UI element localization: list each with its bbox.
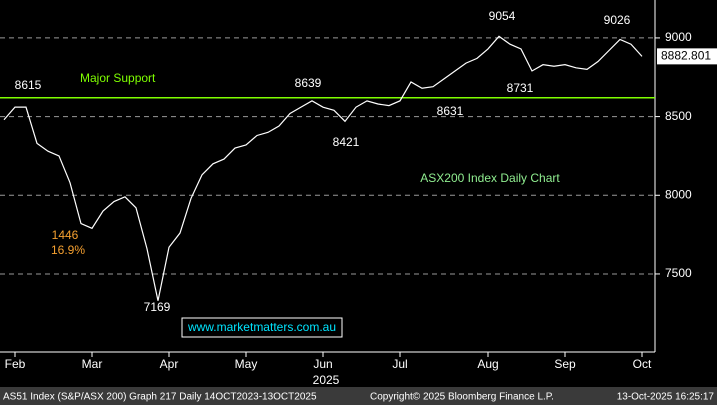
website-box [181, 317, 343, 338]
annotation: 1446 [52, 228, 79, 242]
support-label: Major Support [80, 71, 156, 85]
price-line [3, 35, 643, 301]
x-axis-label: 2025 [313, 373, 340, 387]
chart-title: ASX200 Index Daily Chart [420, 171, 560, 185]
website: www.marketmatters.com.au [187, 320, 336, 334]
footer-left: AS51 Index (S&P/ASX 200) Graph 217 Daily… [3, 392, 317, 403]
footer-band [0, 387, 717, 405]
y-tick-label: 7500 [665, 266, 692, 280]
annotation: 7169 [144, 300, 171, 314]
x-tick-label: Jul [392, 357, 407, 371]
annotation: 8615 [15, 78, 42, 92]
annotation: 9054 [489, 9, 516, 23]
x-tick-label: Aug [477, 357, 498, 371]
x-tick-label: Jun [313, 357, 332, 371]
x-tick-label: Sep [554, 357, 576, 371]
last-price-box [657, 48, 717, 65]
x-tick-label: Mar [82, 357, 103, 371]
y-tick-label: 9000 [665, 30, 692, 44]
x-tick-label: Oct [633, 357, 652, 371]
x-tick-label: Apr [160, 357, 179, 371]
annotation: 8421 [333, 135, 360, 149]
x-tick-label: May [235, 357, 258, 371]
annotation: 8731 [507, 81, 534, 95]
annotation: 16.9% [51, 243, 85, 257]
y-tick-label: 8000 [665, 187, 692, 201]
y-tick-label: 8500 [665, 109, 692, 123]
footer-right: 13-Oct-2025 16:25:17 [617, 392, 715, 403]
annotation: 9026 [604, 13, 631, 27]
annotation: 8639 [295, 76, 322, 90]
annotation: 8631 [437, 104, 464, 118]
last-price-label: 8882.801 [661, 49, 711, 63]
footer-center: Copyright© 2025 Bloomberg Finance L.P. [370, 392, 554, 403]
x-tick-label: Feb [5, 357, 26, 371]
